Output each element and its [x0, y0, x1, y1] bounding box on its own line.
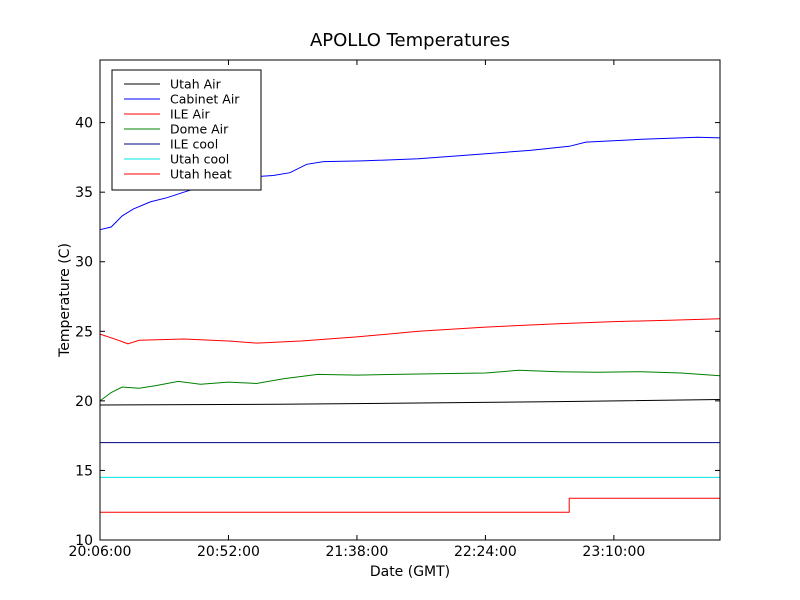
x-tick-label: 20:06:00	[69, 544, 132, 560]
legend-label: Utah cool	[170, 152, 229, 167]
series-line-ile-air	[99, 318, 721, 345]
plot-frame	[99, 59, 721, 541]
legend-label: Cabinet Air	[170, 92, 240, 107]
series-layer	[99, 136, 721, 513]
x-tick-label: 23:10:00	[582, 544, 645, 560]
y-tick-label: 20	[75, 394, 93, 410]
legend-label: Utah Air	[170, 77, 222, 92]
y-tick-label: 10	[75, 533, 93, 549]
chart-title: APOLLO Temperatures	[310, 30, 510, 51]
x-axis: 20:06:00 20:52:00 21:38:00 22:24:00 23:10:00	[69, 60, 645, 560]
x-tick-label: 21:38:00	[325, 544, 388, 560]
series-line-utah-heat	[100, 497, 720, 513]
y-tick-label: 40	[75, 116, 93, 132]
y-tick-label: 25	[75, 324, 93, 340]
legend-label: Utah heat	[170, 167, 232, 182]
legend-label: Dome Air	[170, 122, 229, 137]
legend-label: ILE Air	[170, 107, 211, 122]
legend-box	[111, 69, 262, 191]
y-axis-label: Temperature (C)	[57, 243, 73, 358]
y-tick-label: 35	[75, 185, 93, 201]
y-tick-label: 15	[75, 463, 93, 479]
y-axis: 10 15 20 25 30 35 40	[75, 116, 720, 549]
x-tick-label: 22:24:00	[454, 544, 517, 560]
series-line-utah-air	[99, 399, 721, 406]
series-line-cabinet-air	[99, 136, 721, 231]
y-tick-label: 30	[75, 255, 93, 271]
x-axis-label: Date (GMT)	[370, 564, 450, 580]
legend-label: ILE cool	[170, 137, 218, 152]
series-line-dome-air	[99, 369, 721, 402]
x-tick-label: 20:52:00	[197, 544, 260, 560]
